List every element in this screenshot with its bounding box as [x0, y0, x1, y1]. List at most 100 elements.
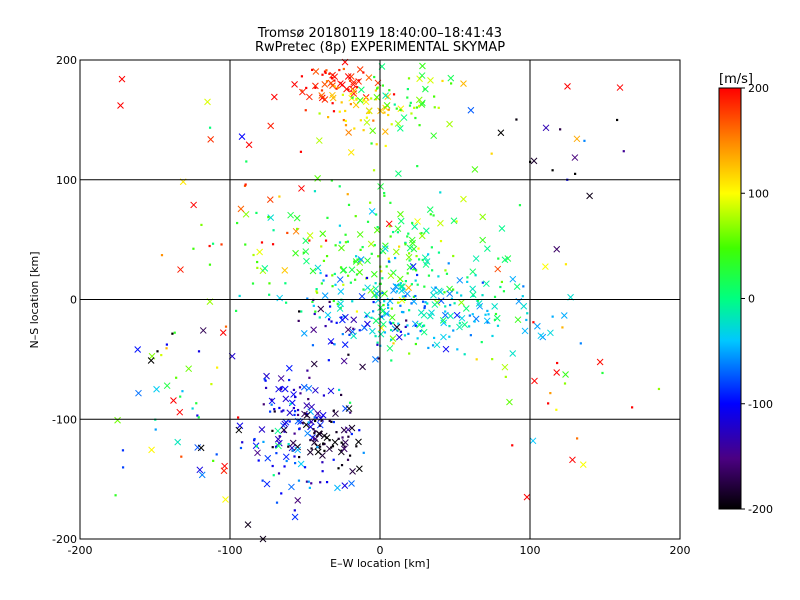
- data-point: [288, 444, 296, 452]
- data-point: [403, 334, 407, 337]
- data-point: [238, 133, 246, 140]
- data-point: [389, 328, 393, 332]
- data-point: [316, 446, 319, 449]
- data-point: [245, 160, 248, 163]
- data-point: [331, 274, 334, 277]
- data-point: [349, 92, 352, 95]
- data-point: [312, 428, 315, 431]
- data-point: [458, 314, 466, 322]
- y-tick-label: 0: [70, 294, 77, 307]
- x-tick-label: -100: [218, 544, 243, 557]
- data-point: [322, 279, 325, 282]
- data-point: [180, 455, 183, 458]
- data-point: [382, 242, 389, 250]
- data-point: [452, 288, 455, 291]
- data-point: [341, 482, 349, 489]
- data-point: [500, 280, 504, 284]
- data-point: [473, 320, 476, 323]
- data-point: [384, 93, 392, 100]
- data-point: [406, 87, 409, 91]
- data-point: [121, 466, 125, 469]
- data-point: [394, 120, 402, 127]
- data-point: [336, 305, 344, 312]
- data-point: [326, 116, 330, 119]
- data-point: [362, 288, 365, 291]
- data-point: [418, 232, 426, 240]
- data-point: [350, 87, 358, 95]
- data-point: [420, 328, 428, 336]
- data-point: [372, 300, 375, 304]
- data-point: [475, 300, 483, 307]
- data-point: [418, 124, 421, 127]
- data-point: [426, 206, 434, 213]
- data-point: [244, 243, 247, 246]
- data-point: [367, 240, 375, 248]
- data-point: [396, 329, 399, 332]
- data-point: [334, 283, 337, 286]
- data-point: [165, 343, 168, 346]
- data-point: [326, 216, 329, 219]
- data-point: [494, 265, 502, 273]
- data-point: [397, 217, 405, 225]
- data-point: [387, 113, 390, 117]
- data-point: [462, 305, 470, 312]
- data-point: [399, 330, 402, 333]
- data-point: [520, 302, 528, 310]
- data-point: [374, 98, 378, 101]
- data-point: [264, 379, 267, 382]
- data-point: [422, 227, 430, 235]
- data-point: [338, 110, 341, 113]
- data-point: [586, 192, 593, 200]
- data-point: [334, 484, 341, 492]
- chart-title: Tromsø 20180119 18:40:00–18:41:43: [257, 26, 502, 41]
- data-point: [440, 333, 447, 341]
- data-point: [564, 263, 568, 266]
- y-tick-label: 100: [56, 174, 77, 187]
- data-point: [238, 294, 241, 298]
- data-point: [427, 77, 434, 84]
- data-point: [332, 458, 335, 461]
- data-point: [357, 79, 360, 82]
- data-point: [416, 75, 423, 83]
- data-point: [392, 230, 395, 234]
- data-point: [366, 220, 370, 223]
- data-point: [496, 324, 500, 327]
- data-point: [370, 252, 373, 255]
- data-point: [176, 408, 184, 416]
- data-point: [330, 76, 333, 80]
- data-point: [177, 266, 184, 273]
- data-point: [197, 444, 205, 452]
- data-point: [237, 416, 240, 419]
- data-point: [297, 319, 300, 323]
- data-point: [373, 93, 381, 101]
- data-point: [419, 62, 426, 70]
- data-point: [467, 106, 475, 114]
- data-point: [416, 164, 419, 168]
- data-point: [405, 284, 412, 292]
- data-point: [313, 416, 316, 419]
- data-point: [399, 283, 406, 290]
- data-point: [437, 106, 440, 109]
- data-point: [337, 437, 340, 440]
- data-point: [332, 410, 339, 418]
- data-point: [344, 124, 348, 127]
- data-point: [388, 314, 396, 321]
- data-point: [222, 496, 229, 503]
- data-point: [405, 319, 408, 322]
- data-point: [148, 446, 155, 454]
- y-tick-label: -200: [52, 533, 77, 546]
- data-point: [377, 255, 380, 258]
- data-point: [358, 329, 361, 332]
- data-point: [350, 78, 357, 86]
- data-point: [394, 225, 402, 233]
- data-point: [306, 448, 314, 456]
- data-point: [244, 183, 247, 186]
- data-point: [343, 445, 346, 448]
- data-point: [268, 397, 276, 405]
- data-point: [432, 214, 435, 217]
- data-point: [287, 211, 294, 219]
- data-point: [395, 170, 402, 177]
- data-point: [340, 357, 348, 365]
- data-point: [279, 388, 283, 391]
- data-point: [431, 344, 435, 347]
